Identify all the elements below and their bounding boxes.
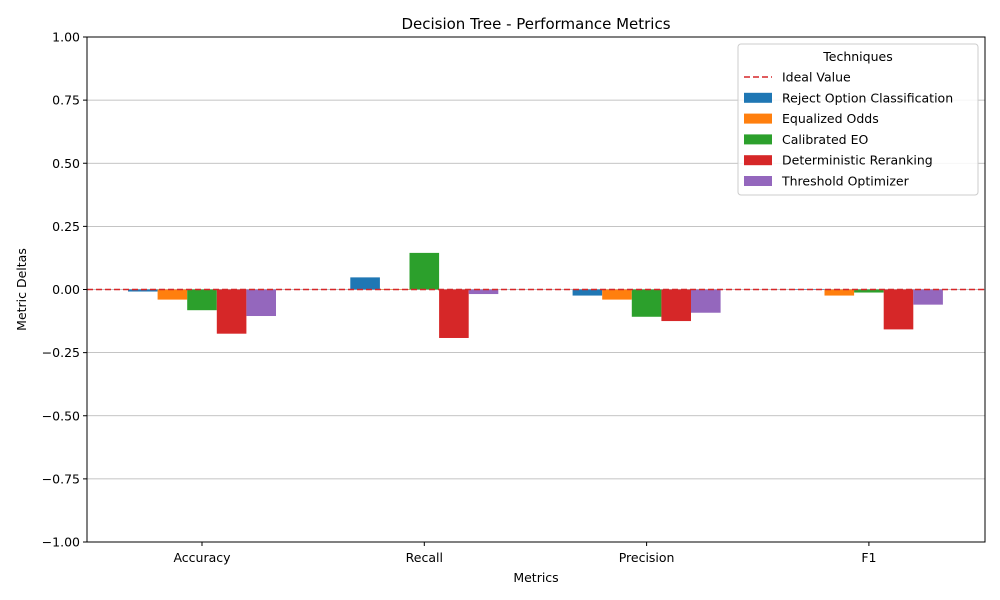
- bar: [187, 289, 217, 311]
- legend-label: Ideal Value: [782, 70, 851, 85]
- y-tick-label: 0.75: [52, 93, 80, 108]
- legend-label: Equalized Odds: [782, 111, 879, 126]
- legend-label: Reject Option Classification: [782, 90, 953, 105]
- x-tick-label: Precision: [619, 550, 675, 565]
- legend-title: Techniques: [822, 49, 892, 64]
- bar: [409, 252, 440, 290]
- y-tick-label: −0.50: [42, 408, 80, 423]
- bar: [439, 289, 469, 338]
- y-tick-label: −0.25: [42, 345, 80, 360]
- bar: [350, 277, 380, 290]
- legend-swatch: [744, 176, 772, 186]
- bar: [572, 289, 603, 296]
- bar: [854, 289, 884, 293]
- bar: [631, 289, 662, 317]
- legend-items: Ideal Value Reject Option Classification E…: [744, 70, 953, 189]
- y-tick-label: 0.25: [52, 219, 80, 234]
- y-tick-label: 0.00: [52, 282, 80, 297]
- legend-swatch: [744, 92, 772, 103]
- x-tick-label: F1: [861, 550, 876, 565]
- chart-title: Decision Tree - Performance Metrics: [401, 15, 670, 33]
- legend-swatch: [744, 113, 772, 124]
- y-axis-ticks: −1.00 −0.75 −0.50 −0.25 0.00 0.25 0.50 0.75 1.00: [42, 30, 87, 550]
- legend-label: Deterministic Reranking: [782, 153, 933, 168]
- x-tick-label: Accuracy: [173, 550, 231, 565]
- x-axis-ticks: Accuracy Recall Precision F1: [173, 542, 876, 565]
- legend: Techniques Ideal Value Reject Option Clas…: [737, 43, 979, 196]
- bar: [216, 289, 247, 334]
- bar: [602, 289, 632, 300]
- y-axis-label: Metric Deltas: [14, 248, 29, 331]
- bar: [691, 289, 721, 313]
- bar: [661, 289, 691, 322]
- legend-box: [737, 43, 979, 196]
- bars: [128, 252, 943, 338]
- legend-swatch: [744, 155, 772, 166]
- legend-label: Calibrated EO: [782, 132, 868, 147]
- bar: [128, 289, 158, 292]
- y-tick-label: −0.75: [42, 471, 80, 486]
- bar: [157, 289, 188, 300]
- x-tick-label: Recall: [406, 550, 443, 565]
- legend-swatch: [744, 134, 772, 145]
- bar: [913, 289, 943, 305]
- bar: [246, 289, 276, 317]
- legend-label: Threshold Optimizer: [781, 174, 910, 189]
- bar: [883, 289, 914, 330]
- y-tick-label: −1.00: [42, 535, 80, 550]
- y-tick-label: 1.00: [52, 30, 80, 45]
- y-tick-label: 0.50: [52, 156, 80, 171]
- bar: [468, 289, 499, 295]
- bar: [824, 289, 855, 296]
- x-axis-label: Metrics: [513, 570, 558, 585]
